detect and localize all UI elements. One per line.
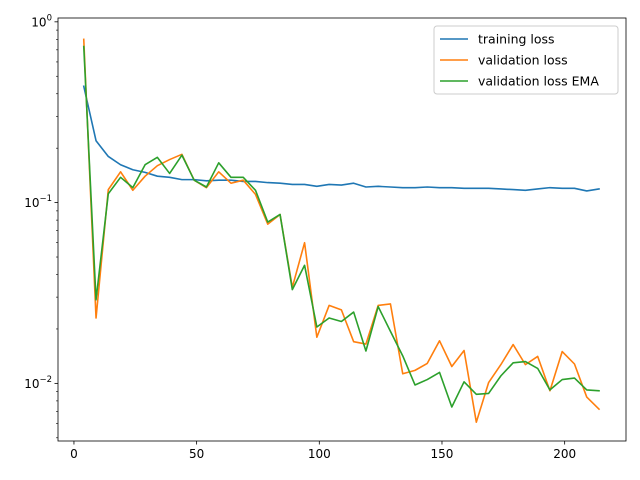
series-line-2	[82, 45, 600, 408]
legend-box	[433, 25, 619, 95]
legend-label-0: training loss	[478, 32, 555, 47]
x-tick-label: 150	[431, 447, 454, 461]
series-layer	[82, 38, 601, 423]
y-tick-exponent: 0	[47, 13, 52, 23]
series-line-1	[82, 38, 601, 423]
y-tick-exponent: −1	[39, 194, 52, 204]
y-tick-label: 100	[31, 13, 52, 29]
legend-label-1: validation loss	[478, 53, 568, 68]
legend-label-2: validation loss EMA	[478, 74, 599, 89]
x-tick-label: 50	[189, 447, 204, 461]
y-tick-label: 10−1	[24, 194, 52, 210]
series-line-0	[82, 85, 600, 192]
y-tick-base: 10	[24, 377, 39, 391]
legend: training loss validation loss validation l…	[433, 25, 619, 95]
plot-frame	[57, 17, 627, 442]
x-tick-label: 0	[70, 447, 78, 461]
y-tick-exponent: −2	[39, 375, 52, 385]
x-tick-label: 200	[553, 447, 576, 461]
y-tick-base: 10	[24, 196, 39, 210]
y-tick-base: 10	[31, 15, 46, 29]
x-tick-label: 100	[308, 447, 331, 461]
y-tick-label: 10−2	[24, 375, 52, 391]
